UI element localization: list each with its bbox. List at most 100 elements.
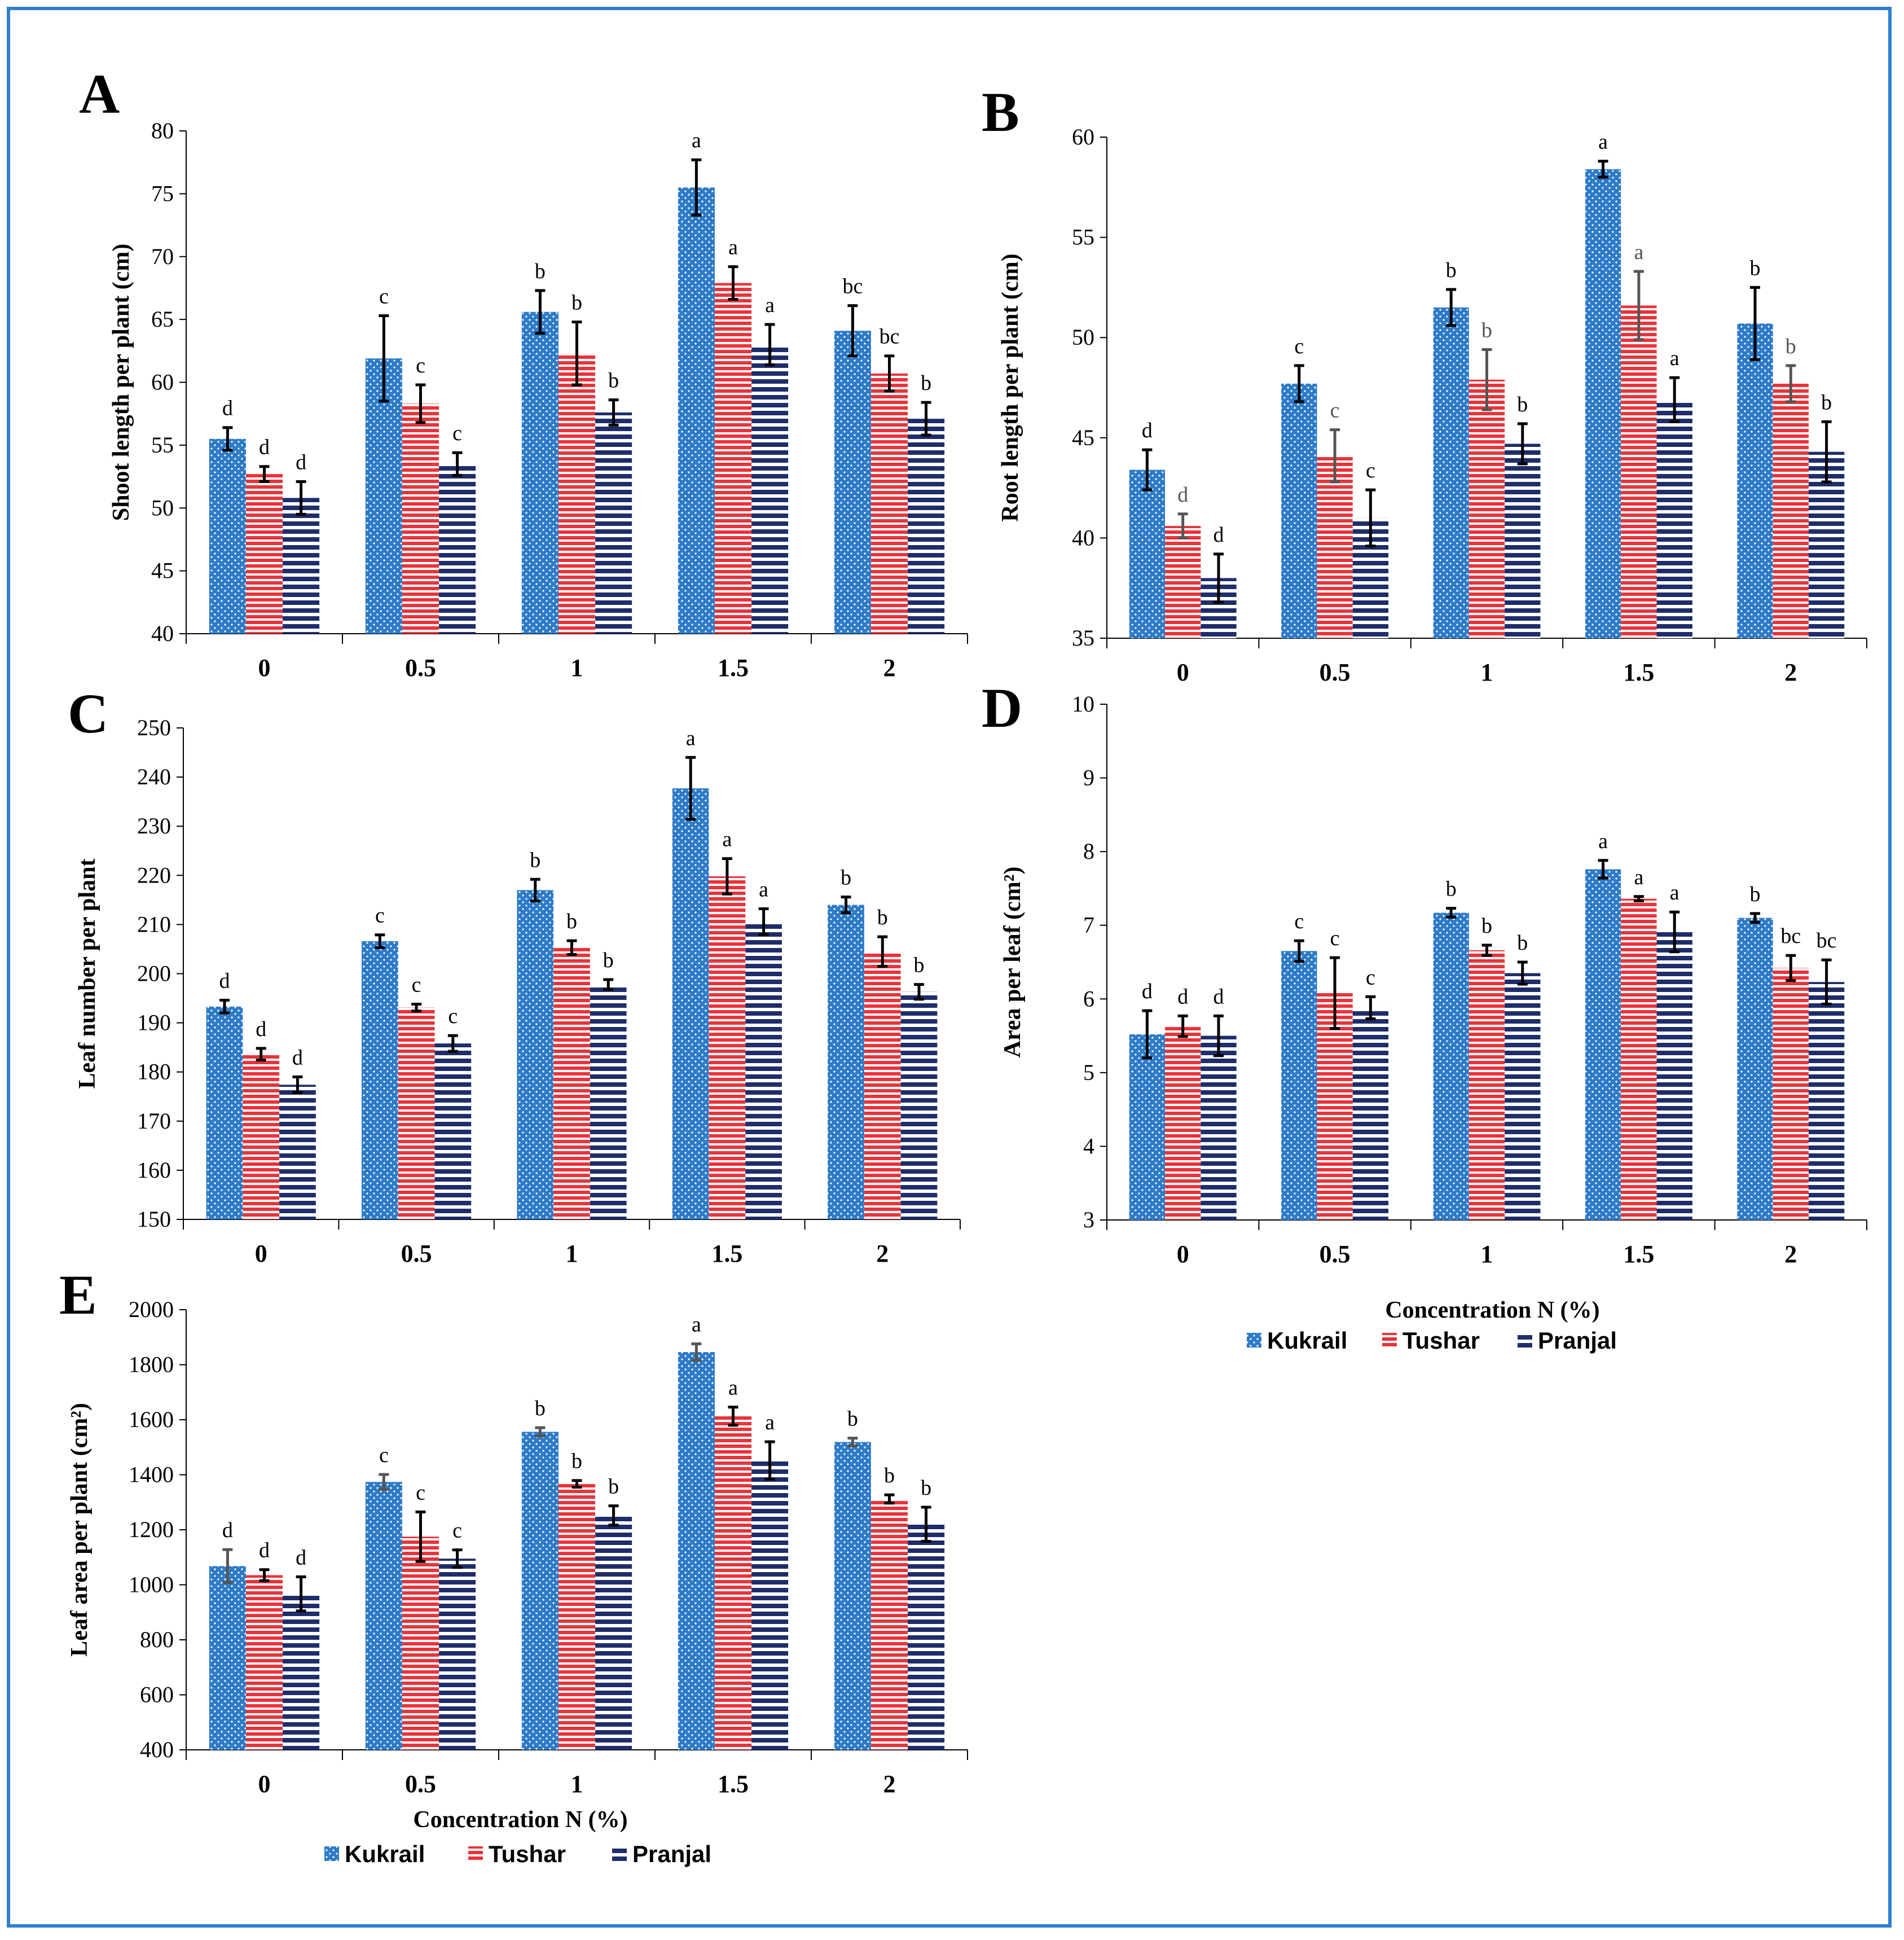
bar-tushar-2 (870, 373, 908, 634)
legend-swatch-tushar (468, 1846, 483, 1861)
significance-letter: b (535, 260, 546, 283)
x-tick-label: 0.5 (401, 1240, 432, 1267)
significance-letter: c (412, 973, 421, 997)
y-tick-label: 45 (1072, 425, 1094, 450)
chart-panel-A: A 40 45 50 55 60 65 70 75 80 Shoot length per plan… (79, 63, 968, 682)
significance-letter: b (535, 1397, 546, 1420)
bar-pranjal-2 (908, 1524, 945, 1750)
y-tick-label: 250 (137, 715, 171, 740)
significance-letter: d (1142, 419, 1153, 442)
bar-kukrail-0 (209, 438, 246, 634)
significance-letter: b (1749, 883, 1760, 906)
significance-letter: c (379, 284, 389, 308)
significance-letter: b (603, 949, 614, 972)
significance-letter: a (1598, 829, 1608, 853)
legend-swatch-pranjal (612, 1846, 627, 1861)
bar-tushar-1 (553, 947, 590, 1219)
bar-kukrail-1.5 (678, 1352, 715, 1750)
significance-letter: b (884, 1464, 895, 1487)
x-tick-label: 1 (1481, 659, 1493, 686)
y-tick-label: 600 (140, 1682, 174, 1708)
chart-panel-D: D 3 4 5 6 7 8 9 10 Area per leaf (cm²) 0 d d d 0.5 c c c 1… (982, 677, 1867, 1354)
y-tick-label: 60 (1072, 124, 1094, 150)
bar-tushar-0 (245, 474, 283, 634)
x-tick-label: 1.5 (1623, 659, 1654, 686)
x-tick-label: 0 (255, 1240, 267, 1267)
y-tick-label: 800 (140, 1627, 174, 1652)
bar-tushar-0.5 (398, 1007, 435, 1219)
panel-letter-D: D (982, 677, 1022, 739)
significance-letter: d (1177, 985, 1188, 1008)
legend-swatch-pranjal (1518, 1333, 1532, 1348)
x-tick-label: 0 (1177, 1240, 1189, 1268)
bar-pranjal-0.5 (1352, 1007, 1389, 1220)
legend-label-pranjal: Pranjal (632, 1841, 711, 1867)
legend: Kukrail Tushar Pranjal (1247, 1327, 1617, 1354)
panel-letter-E: E (59, 1263, 97, 1326)
significance-letter: bc (1780, 924, 1801, 948)
y-axis-title: Leaf number per plant (74, 858, 100, 1088)
x-tick-label: 2 (883, 654, 896, 682)
significance-letter: a (728, 1376, 738, 1400)
significance-letter: d (259, 436, 270, 459)
y-tick-label: 210 (137, 911, 171, 937)
bar-tushar-2 (864, 951, 901, 1219)
bar-kukrail-1 (517, 890, 554, 1219)
significance-letter: a (1598, 130, 1608, 154)
bar-tushar-0 (243, 1054, 280, 1219)
bar-pranjal-1 (590, 984, 627, 1219)
panel-letter-B: B (982, 81, 1019, 143)
significance-letter: a (692, 1313, 701, 1336)
bar-tushar-0.5 (402, 1537, 439, 1750)
y-tick-label: 45 (151, 558, 174, 583)
significance-letter: c (375, 904, 385, 928)
legend-swatch-kukrail (324, 1846, 339, 1861)
bar-tushar-1.5 (714, 1416, 752, 1750)
bar-tushar-1.5 (714, 283, 752, 634)
bar-kukrail-2 (1737, 918, 1773, 1220)
bar-pranjal-0.5 (439, 464, 476, 634)
bar-kukrail-1 (1433, 912, 1469, 1220)
x-tick-label: 1.5 (711, 1240, 742, 1267)
bar-tushar-2 (1773, 383, 1809, 638)
legend: Kukrail Tushar Pranjal (324, 1841, 711, 1867)
y-tick-label: 75 (151, 181, 174, 206)
significance-letter: d (222, 397, 233, 420)
bar-kukrail-1 (1433, 307, 1469, 638)
y-tick-label: 1600 (129, 1407, 174, 1432)
significance-letter: a (765, 1411, 775, 1434)
bar-kukrail-0 (209, 1566, 246, 1750)
bar-pranjal-1.5 (751, 344, 789, 634)
bar-kukrail-2 (1737, 323, 1773, 638)
significance-letter: b (1517, 393, 1528, 416)
x-tick-label: 1 (1481, 1240, 1493, 1268)
significance-letter: a (765, 293, 775, 317)
significance-letter: b (608, 369, 619, 393)
bar-kukrail-1.5 (678, 187, 715, 634)
x-tick-label: 2 (876, 1240, 889, 1267)
bar-kukrail-1.5 (672, 788, 709, 1219)
y-tick-label: 190 (137, 1010, 171, 1035)
significance-letter: a (722, 828, 732, 852)
bar-kukrail-0.5 (362, 941, 398, 1219)
bar-pranjal-1.5 (1656, 400, 1692, 638)
y-tick-label: 230 (137, 813, 171, 839)
y-tick-label: 60 (151, 370, 174, 395)
legend-swatch-kukrail (1247, 1333, 1261, 1348)
significance-letter: b (1786, 335, 1796, 358)
y-tick-label: 150 (137, 1206, 171, 1232)
significance-letter: b (566, 910, 577, 933)
significance-letter: b (914, 954, 925, 977)
significance-letter: b (847, 1407, 858, 1431)
significance-letter: b (1446, 877, 1457, 901)
significance-letter: b (571, 1450, 582, 1473)
y-tick-label: 6 (1083, 986, 1094, 1011)
legend-label-pranjal: Pranjal (1538, 1327, 1617, 1354)
y-tick-label: 65 (151, 306, 174, 332)
y-axis-title: Shoot length per plant (cm) (108, 244, 134, 521)
significance-letter: a (1670, 346, 1679, 370)
significance-letter: bc (1817, 929, 1837, 953)
significance-letter: d (222, 1518, 233, 1542)
bar-kukrail-0.5 (1281, 951, 1317, 1220)
legend-label-tushar: Tushar (489, 1841, 566, 1867)
